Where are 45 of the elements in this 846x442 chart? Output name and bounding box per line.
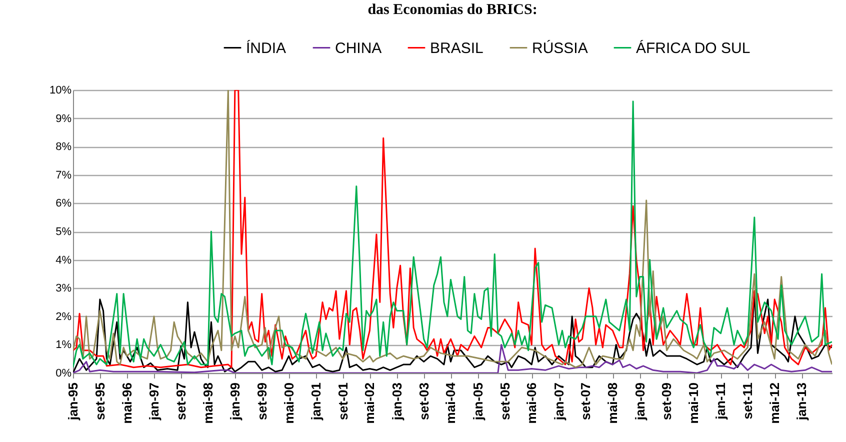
x-tick-label: jan-13: [794, 382, 810, 422]
x-tick-label: mai-10: [686, 382, 702, 424]
x-tick-label: set-09: [659, 382, 674, 420]
x-tick-label: jan-07: [551, 382, 566, 422]
x-tick-label: set-03: [416, 382, 432, 420]
x-tick-label: mai-02: [362, 382, 378, 424]
x-tick-label: jan-05: [470, 382, 486, 422]
y-tick-label: 10%: [49, 84, 72, 96]
y-tick-label: 2%: [56, 310, 72, 323]
y-tick-label: 4%: [56, 254, 72, 266]
x-tick-label: mai-08: [605, 382, 620, 424]
x-tick-label: jan-03: [389, 382, 404, 422]
x-tick-label: mai-00: [281, 382, 296, 424]
x-tick-label: set-99: [254, 382, 270, 420]
chart-title: das Economias do BRICS:: [366, 2, 538, 19]
legend-label: BRASIL: [430, 40, 484, 57]
legend-label: CHINA: [335, 40, 382, 57]
y-tick-label: 8%: [56, 141, 72, 154]
x-tick-label: jan-01: [308, 382, 324, 422]
x-tick-label: set-05: [497, 382, 512, 420]
x-tick-label: mai-96: [119, 382, 134, 424]
legend-label: ÁFRICA DO SUL: [636, 38, 750, 57]
x-tick-label: set-01: [335, 382, 350, 420]
x-tick-label: mai-06: [524, 382, 540, 424]
x-tick-label: set-95: [92, 382, 108, 420]
y-tick-label: 7%: [56, 169, 72, 182]
legend-label: ÍNDIA: [246, 38, 286, 57]
y-tick-label: 0%: [56, 368, 72, 380]
x-tick-label: jan-95: [66, 382, 80, 422]
x-tick-label: set-07: [578, 382, 594, 420]
x-tick-label: mai-04: [443, 382, 458, 424]
y-tick-label: 1%: [56, 339, 72, 352]
y-tick-label: 5%: [56, 226, 72, 238]
x-tick-label: jan-11: [713, 382, 728, 420]
x-tick-label: jan-09: [632, 382, 648, 422]
x-tick-label: set-11: [740, 382, 756, 420]
x-tick-label: mai-12: [767, 382, 782, 424]
x-tick-label: set-97: [173, 382, 188, 420]
y-tick-label: 6%: [56, 198, 72, 210]
y-tick-label: 3%: [56, 282, 72, 295]
y-tick-label: 9%: [56, 112, 72, 125]
legend-label: RÚSSIA: [532, 38, 588, 57]
x-tick-label: jan-99: [227, 382, 242, 422]
x-tick-label: jan-97: [146, 382, 162, 422]
x-tick-label: mai-98: [200, 382, 216, 424]
